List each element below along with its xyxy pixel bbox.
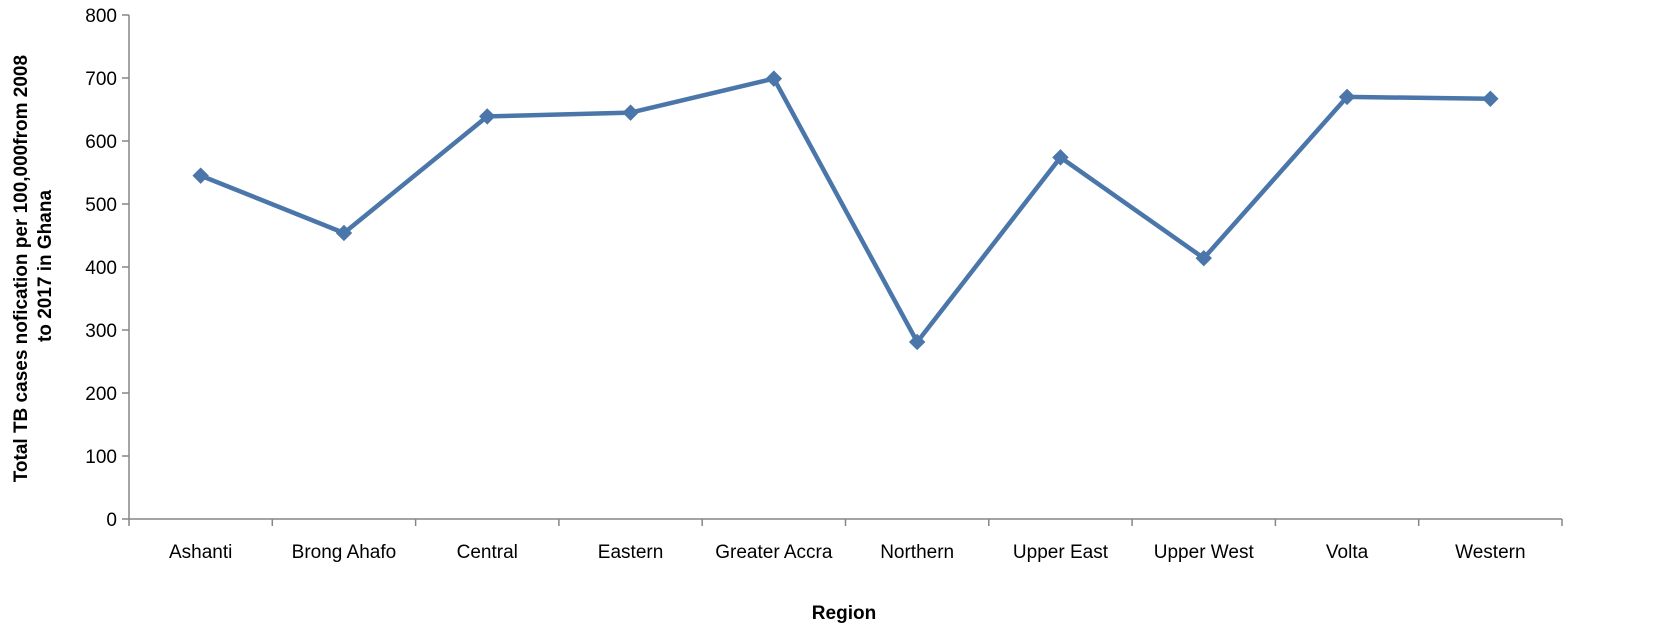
x-tick-label: Brong Ahafo [292, 542, 397, 563]
x-tick-label: Central [457, 542, 518, 563]
data-point-marker [1482, 90, 1499, 107]
y-axis: 0 100 200 300 400 500 600 700 800 [85, 6, 130, 531]
x-axis: Ashanti Brong Ahafo Central Eastern Greater … [128, 518, 1563, 563]
x-tick-label: Volta [1326, 542, 1369, 563]
series-path [198, 76, 1493, 345]
y-tick-label: 300 [85, 321, 117, 342]
data-point-marker [1052, 149, 1069, 166]
x-tick-label: Western [1455, 542, 1525, 563]
data-point-marker [1338, 88, 1356, 106]
y-tick-label: 100 [85, 447, 117, 468]
x-tick-label: Northern [880, 542, 954, 563]
y-tick-label: 700 [85, 69, 117, 90]
series-layer [192, 70, 1499, 351]
x-tick-label: Ashanti [169, 542, 232, 563]
series-line [192, 70, 1499, 351]
y-axis-title-line-2: to 2017 in Ghana [35, 190, 56, 342]
y-tick-label: 500 [85, 195, 117, 216]
y-tick-label: 400 [85, 258, 117, 279]
x-tick-label: Upper East [1013, 542, 1109, 563]
y-tick-label: 800 [85, 6, 117, 27]
y-tick-label: 200 [85, 384, 117, 405]
data-point-marker [622, 104, 639, 121]
data-point-marker [192, 167, 209, 184]
data-point-marker [479, 108, 496, 125]
x-axis-title: Region [812, 603, 876, 624]
y-axis-title-line-1: Total TB cases nofication per 100,000fro… [11, 55, 32, 482]
y-tick-label: 0 [106, 510, 117, 531]
x-tick-label: Greater Accra [715, 542, 833, 563]
x-tick-label: Upper West [1154, 542, 1255, 563]
x-tick-label: Eastern [598, 542, 663, 563]
y-tick-label: 600 [85, 132, 117, 153]
y-axis-title: Total TB cases nofication per 100,000fro… [11, 50, 56, 483]
data-point-marker [765, 70, 783, 87]
data-point-marker [335, 224, 353, 242]
data-point-marker [1195, 249, 1212, 267]
data-point-marker [908, 333, 926, 351]
